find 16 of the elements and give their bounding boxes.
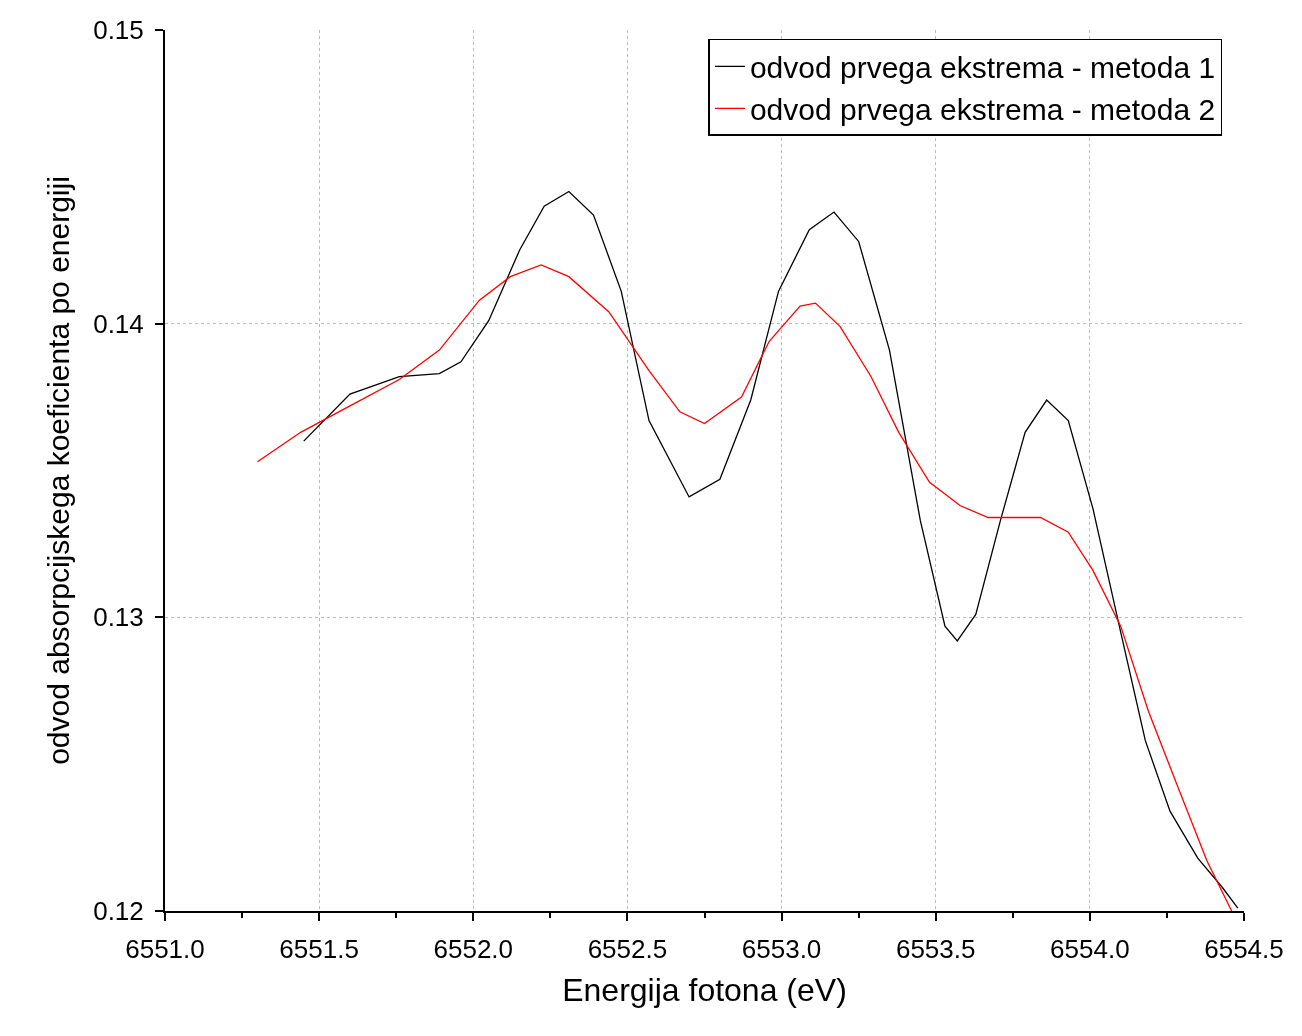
x-tick-label: 6553.0 [741,934,822,965]
x-tick-label: 6551.0 [125,934,205,965]
y-tick-label: 0.12 [93,896,144,927]
x-tick-label: 6551.5 [279,934,359,965]
legend-label: odvod prvega ekstrema - metoda 2 [749,93,1216,127]
y-tick-label: 0.14 [93,308,144,339]
x-tick-label: 6554.5 [1204,934,1284,965]
y-tick-label: 0.13 [93,602,144,633]
x-tick-label: 6552.0 [433,934,514,965]
x-tick-label: 6552.5 [587,934,668,965]
y-tick-label: 0.15 [93,15,144,46]
x-tick-label: 6553.5 [895,934,976,965]
legend-label: odvod prvega ekstrema - metoda 1 [749,51,1216,85]
y-axis-title: odvod absorpcijskega koeficienta po energiji [41,176,75,765]
x-axis-title: Energija fotona (eV) [562,971,847,1008]
x-tick-label: 6554.0 [1050,934,1130,965]
